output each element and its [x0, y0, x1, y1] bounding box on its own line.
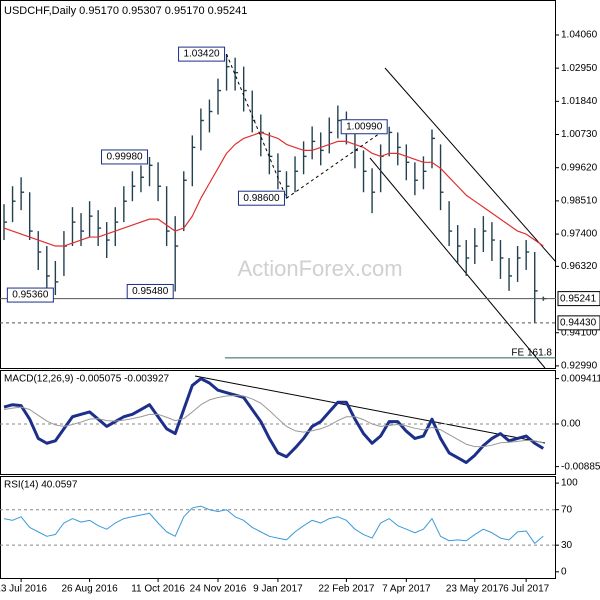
x-tick-label: 9 Jan 2017 [253, 584, 303, 595]
annotation-label: 0.95360 [12, 290, 49, 301]
series-line [3, 395, 544, 448]
y-tick-label: 0.99620 [561, 162, 598, 173]
rsi-title: RSI(14) 40.0597 [4, 480, 78, 491]
annotation-box [101, 149, 149, 165]
level-box [557, 315, 600, 331]
annotation-box [6, 287, 54, 303]
series-line [3, 377, 545, 465]
channel-line [384, 67, 557, 263]
y-tick-label: 1.01840 [561, 96, 598, 107]
y-tick-label: 0.00 [561, 419, 581, 430]
annotation-label: 1.00990 [346, 121, 383, 132]
y-tick-label: 0.94100 [561, 327, 598, 338]
series-line [3, 505, 544, 544]
annotation-label: 0.98600 [243, 193, 280, 204]
macd-title: MACD(12,26,9) -0.005075 -0.003927 [4, 374, 170, 385]
price-panel [0, 0, 556, 369]
x-tick-label: 13 Jul 2016 [0, 584, 47, 595]
watermark: ActionForex.com [237, 256, 402, 281]
series-line [3, 131, 544, 247]
fe-label: FE 161.8 [511, 347, 552, 358]
annotation-label: 1.03420 [183, 49, 220, 60]
annotation-label: 0.95480 [132, 286, 169, 297]
macd-panel [0, 370, 556, 475]
level-box [557, 291, 600, 307]
y-tick-label: 0 [561, 566, 567, 577]
annotation-label: 0.99980 [106, 152, 143, 163]
y-tick-label: 0.92990 [561, 361, 598, 372]
y-tick-label: 30 [561, 540, 573, 551]
annotation-box [126, 283, 174, 299]
y-tick-label: 1.04060 [561, 30, 598, 41]
y-tick-label: 0.98510 [561, 196, 598, 207]
y-tick-label: 1.02950 [561, 63, 598, 74]
x-tick-label: 6 Jul 2017 [503, 584, 550, 595]
annotation-box [178, 46, 226, 62]
level-label: 0.95241 [560, 293, 597, 304]
x-tick-label: 11 Oct 2016 [131, 584, 185, 595]
dashed-trend [226, 53, 390, 199]
level-label: 0.94430 [560, 318, 597, 329]
y-tick-label: -0.008852 [561, 461, 600, 472]
price-title: USDCHF,Daily 0.95170 0.95307 0.95170 0.9… [4, 5, 247, 17]
rsi-panel [0, 476, 556, 579]
y-tick-label: 100 [561, 478, 578, 489]
y-tick-label: 0.97400 [561, 229, 598, 240]
y-tick-label: 0.96320 [561, 261, 598, 272]
y-tick-label: 70 [561, 504, 573, 515]
annotation-box [237, 190, 285, 206]
x-tick-label: 7 Apr 2017 [382, 584, 431, 595]
annotation-box [340, 119, 388, 135]
x-tick-label: 24 Nov 2016 [190, 584, 247, 595]
x-tick-label: 23 May 2017 [446, 584, 504, 595]
y-tick-label: 1.00730 [561, 129, 598, 140]
x-tick-label: 26 Aug 2016 [62, 584, 119, 595]
macd-trendline [194, 375, 546, 444]
x-tick-label: 22 Feb 2017 [318, 584, 375, 595]
y-tick-label: 0.009411 [561, 373, 600, 384]
